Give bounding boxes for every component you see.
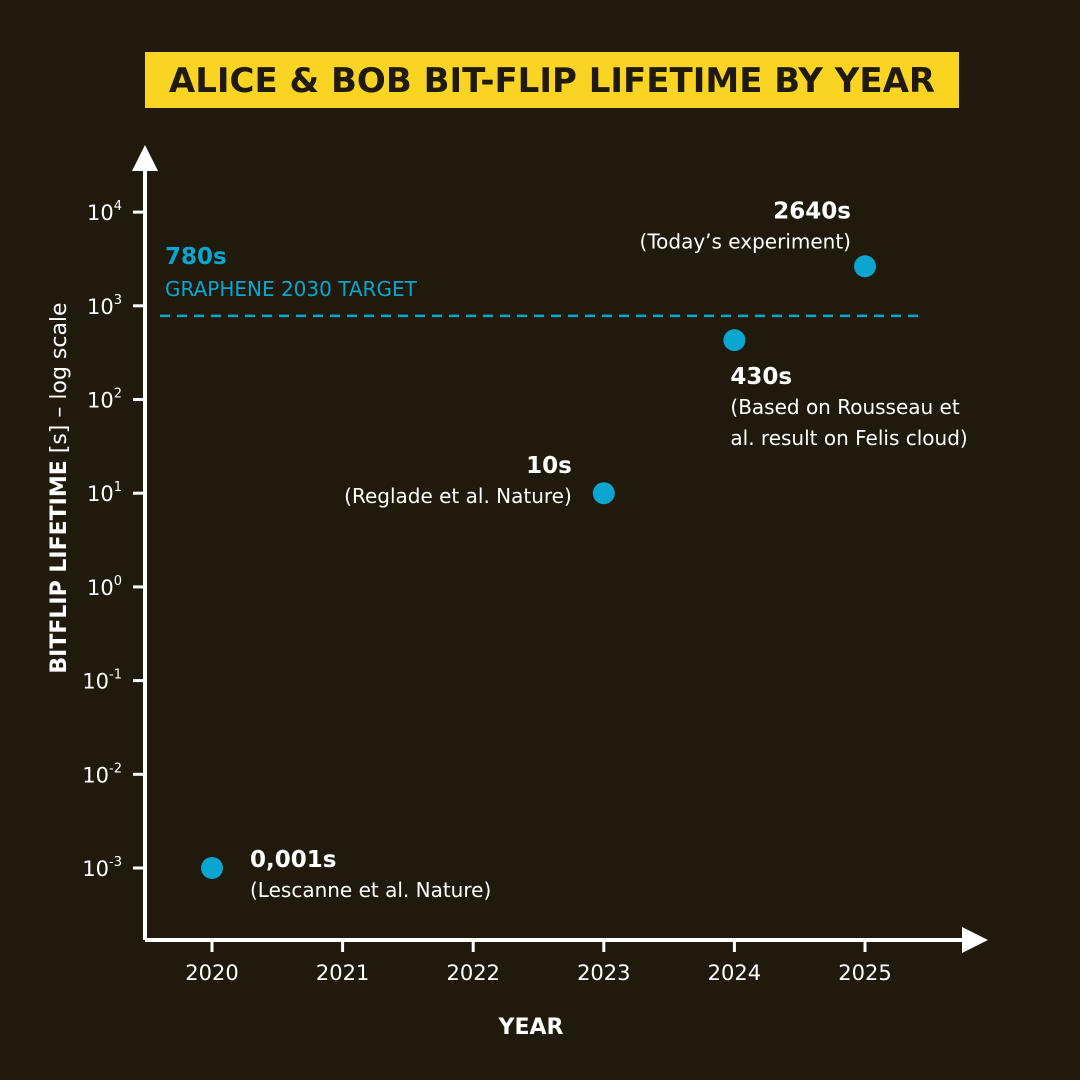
y-tick-label: 10-1 [82, 668, 122, 694]
data-point [592, 482, 615, 505]
point-note-label: (Based on Rousseau et [730, 395, 959, 419]
point-value-label: 430s [730, 364, 792, 390]
data-points: 0,001s (Lescanne et al. Nature) 10s (Reglad… [201, 198, 968, 902]
x-axis-title: YEAR [498, 1015, 564, 1040]
point-note-label: al. result on Felis cloud) [730, 426, 967, 450]
x-tick-label: 2021 [316, 961, 369, 985]
y-tick-label: 10-3 [82, 855, 122, 881]
x-tick-label: 2023 [577, 961, 630, 985]
x-tick-label: 2022 [446, 961, 499, 985]
title-text: ALICE & BOB BIT-FLIP LIFETIME BY YEAR [169, 61, 935, 101]
y-axis-title-suffix: – log scale [47, 302, 72, 417]
x-tick-label: 2024 [708, 961, 761, 985]
target-label: GRAPHENE 2030 TARGET [165, 277, 418, 301]
title-background [145, 52, 959, 108]
axes [132, 145, 988, 953]
point-value-label: 10s [526, 453, 572, 479]
target-value-label: 780s [165, 244, 227, 270]
data-point [201, 857, 223, 879]
y-tick-label: 101 [87, 480, 122, 506]
y-axis-arrow [132, 145, 158, 171]
y-axis-title: BITFLIP LIFETIME [s] – log scale [47, 302, 72, 673]
point-note-label: (Lescanne et al. Nature) [250, 878, 491, 902]
point-note-label: (Today’s experiment) [640, 229, 851, 253]
y-tick-label: 10-2 [82, 761, 122, 787]
x-tick-label: 2020 [185, 961, 238, 985]
x-tick-label: 2025 [838, 961, 891, 985]
y-tick-label: 103 [87, 293, 122, 319]
data-point [854, 255, 876, 278]
x-axis-ticks: 2020 2021 2022 2023 2024 2025 [185, 940, 892, 985]
point-note-label: (Reglade et al. Nature) [344, 484, 572, 508]
y-axis-ticks: 10-3 10-2 10-1 100 101 102 103 104 [82, 199, 145, 881]
y-tick-label: 104 [87, 199, 122, 225]
y-tick-label: 102 [87, 387, 122, 413]
y-tick-label: 100 [87, 574, 122, 600]
point-value-label: 0,001s [250, 847, 336, 873]
chart-title: ALICE & BOB BIT-FLIP LIFETIME BY YEAR [145, 52, 959, 108]
target-line-group: 780s GRAPHENE 2030 TARGET [160, 244, 922, 318]
x-axis-arrow [962, 927, 988, 953]
point-value-label: 2640s [773, 198, 851, 224]
y-axis-title-main: BITFLIP LIFETIME [47, 460, 72, 673]
data-point [723, 329, 746, 352]
y-axis-title-unit: [s] [47, 418, 72, 461]
